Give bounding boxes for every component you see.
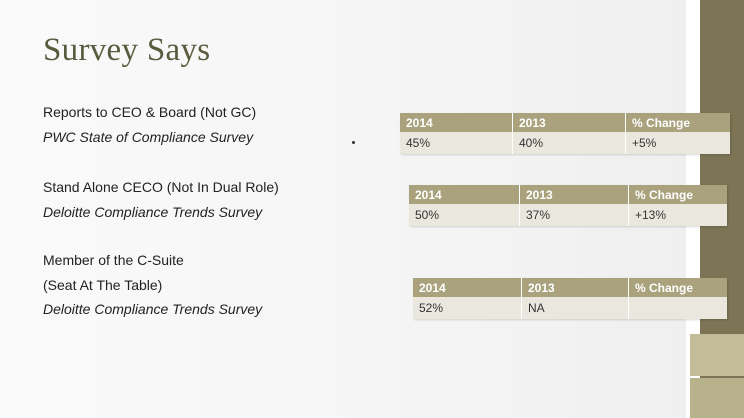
header-2014: 2014 [400, 113, 513, 132]
item-3-source: Deloitte Compliance Trends Survey [43, 301, 263, 317]
header-change: % Change [628, 185, 727, 204]
mouse-cursor-dot [352, 141, 355, 144]
item-3-label: Member of the C-Suite [43, 252, 184, 268]
value-2014: 45% [400, 132, 513, 154]
table-header-row: 2014 2013 % Change [409, 185, 727, 204]
header-change: % Change [628, 278, 727, 297]
item-1-label: Reports to CEO & Board (Not GC) [43, 104, 257, 120]
table-row: 45% 40% +5% [400, 132, 730, 154]
value-2014: 50% [409, 204, 520, 226]
value-change [628, 297, 727, 319]
header-2014: 2014 [413, 278, 522, 297]
header-change: % Change [625, 113, 730, 132]
value-change: +13% [628, 204, 727, 226]
header-2014: 2014 [409, 185, 520, 204]
stats-table-3: 2014 2013 % Change 52% NA [413, 278, 727, 319]
table-row: 52% NA [413, 297, 727, 319]
table-row: 50% 37% +13% [409, 204, 727, 226]
value-2013: NA [521, 297, 629, 319]
item-2-label: Stand Alone CECO (Not In Dual Role) [43, 179, 279, 195]
slide-title: Survey Says [43, 32, 211, 68]
value-2013: 37% [519, 204, 629, 226]
item-1-source: PWC State of Compliance Survey [43, 129, 254, 145]
item-3-label-line2: (Seat At The Table) [43, 277, 163, 293]
table-header-row: 2014 2013 % Change [400, 113, 730, 132]
stats-table-1: 2014 2013 % Change 45% 40% +5% [400, 113, 730, 154]
value-2014: 52% [413, 297, 522, 319]
value-2013: 40% [512, 132, 626, 154]
stats-table-2: 2014 2013 % Change 50% 37% +13% [409, 185, 727, 226]
table-header-row: 2014 2013 % Change [413, 278, 727, 297]
header-2013: 2013 [512, 113, 626, 132]
item-2-source: Deloitte Compliance Trends Survey [43, 204, 263, 220]
accent-block-light-lower [690, 378, 744, 418]
header-2013: 2013 [521, 278, 629, 297]
value-change: +5% [625, 132, 730, 154]
accent-block-light [690, 334, 744, 376]
header-2013: 2013 [519, 185, 629, 204]
